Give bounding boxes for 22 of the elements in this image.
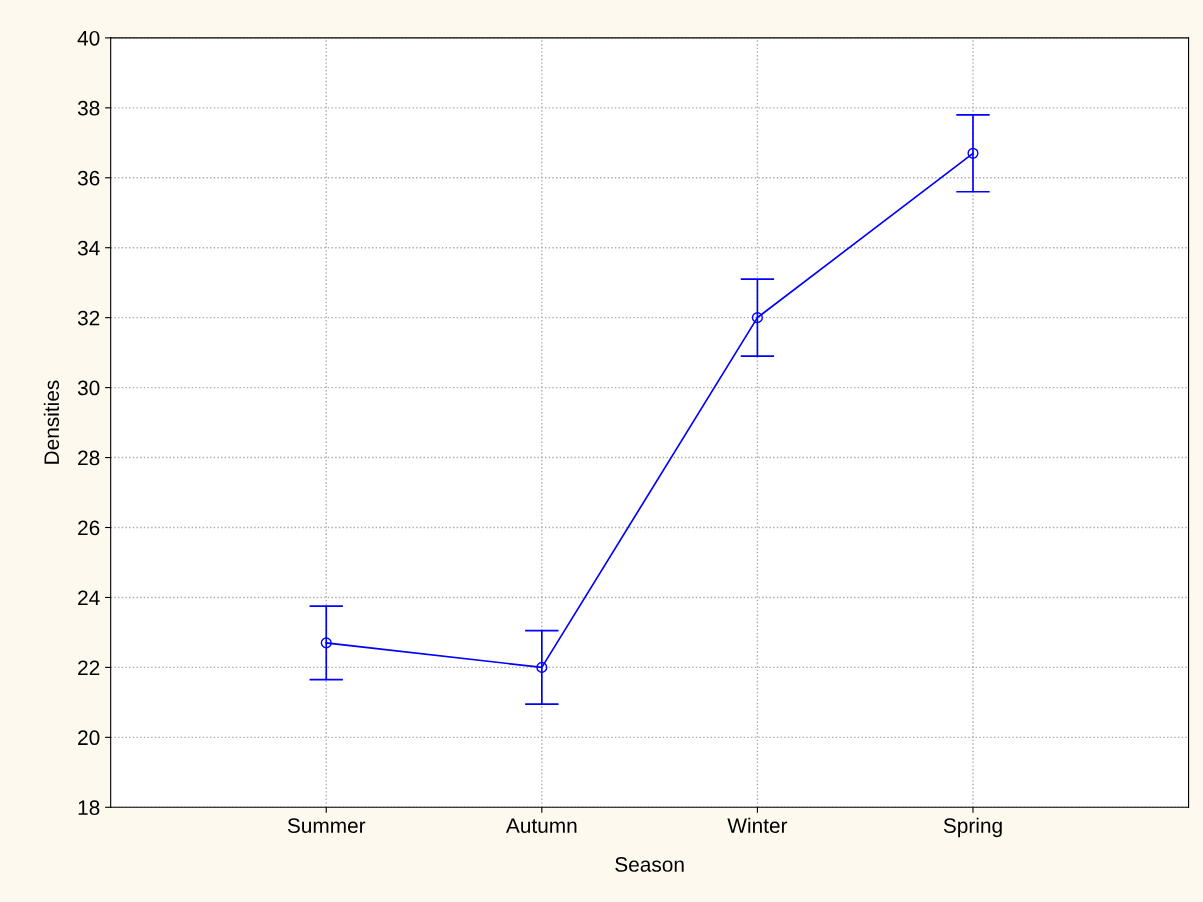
x-tick-label: Autumn — [505, 818, 577, 834]
y-tick-label: 22 — [78, 660, 100, 675]
y-tick-label: 28 — [78, 450, 100, 466]
x-axis-title: Season — [615, 857, 684, 872]
x-tick-label: Winter — [727, 817, 788, 834]
point — [320, 637, 332, 649]
point — [751, 312, 763, 324]
y-tick-label: 26 — [78, 520, 100, 536]
point — [967, 147, 979, 159]
y-tick-label: 30 — [77, 380, 100, 396]
x-tick-label: Summer — [287, 818, 366, 834]
y-tick-label: 36 — [77, 170, 100, 186]
y-tick-label: 18 — [78, 800, 100, 816]
y-tick-label: 20 — [78, 730, 100, 746]
y-tick-label: 38 — [77, 100, 100, 116]
point — [536, 661, 548, 673]
y-axis-title: Densities — [43, 380, 60, 464]
y-tick-label: 40 — [77, 30, 100, 46]
y-tick-label: 32 — [77, 310, 100, 326]
x-tick-label: Spring — [943, 817, 1002, 838]
y-tick-label: 24 — [78, 590, 100, 605]
y-tick-label: 34 — [77, 240, 100, 256]
